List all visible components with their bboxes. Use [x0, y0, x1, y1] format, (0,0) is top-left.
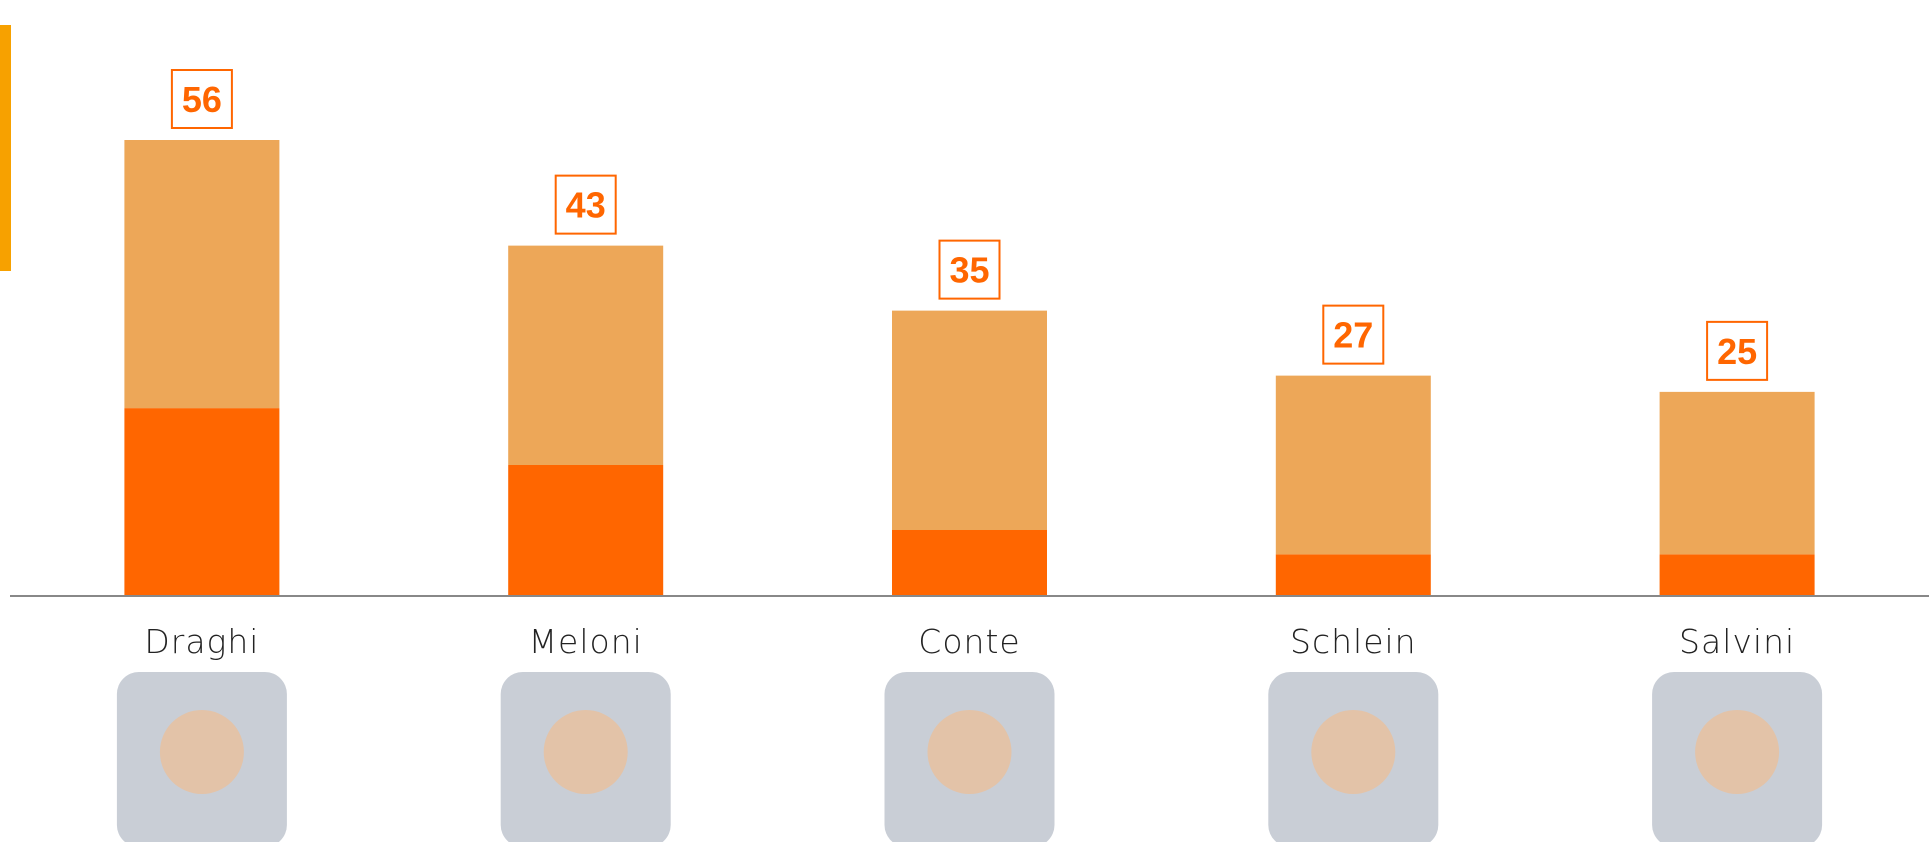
category-label: Conte: [918, 622, 1020, 661]
bar-segment: [508, 465, 664, 595]
value-label: 25: [1717, 331, 1757, 372]
value-label: 35: [949, 250, 989, 291]
bar-segment: [124, 408, 280, 595]
photo-face: [543, 710, 628, 794]
category-label: Salvini: [1679, 622, 1795, 661]
value-label-box: [554, 174, 617, 235]
value-label-box: [1322, 304, 1385, 365]
accent-bar: [0, 25, 11, 271]
bar-segment: [508, 245, 664, 465]
value-label-box: [1706, 320, 1769, 381]
value-label: 27: [1333, 315, 1373, 356]
bar-segment: [1659, 554, 1815, 595]
value-label: 56: [182, 79, 222, 120]
photo-face: [927, 710, 1012, 794]
photo-face: [159, 710, 244, 794]
bar-segment: [1659, 391, 1815, 555]
category-label: Meloni: [529, 622, 643, 661]
category-label: Draghi: [144, 622, 259, 661]
category-label: Schlein: [1290, 622, 1417, 661]
value-label-box: [170, 69, 233, 129]
photo-face: [1311, 710, 1396, 794]
value-label: 43: [566, 185, 606, 226]
bar-segment: [1275, 375, 1431, 555]
photo-face: [1695, 710, 1780, 794]
bar-segment: [892, 530, 1047, 595]
value-label-box: [938, 239, 1001, 300]
bar-segment: [124, 140, 280, 409]
bar-segment: [1275, 554, 1431, 595]
bar-segment: [892, 310, 1047, 530]
